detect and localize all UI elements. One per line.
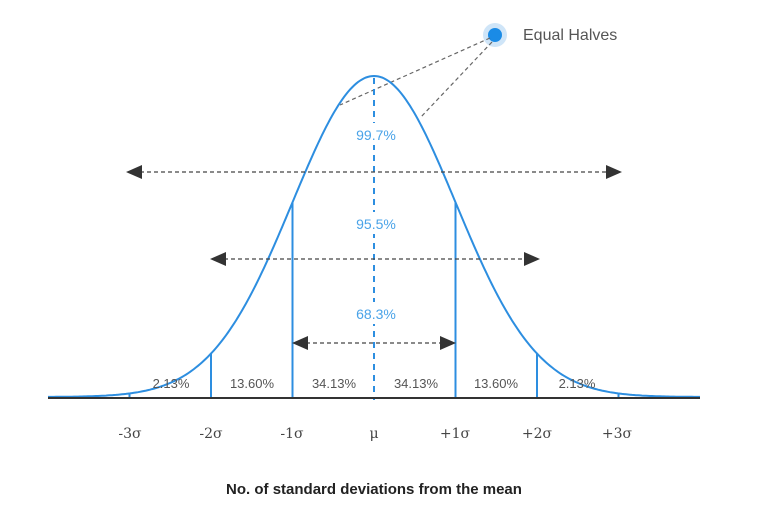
tick-label: +1σ (440, 426, 471, 442)
range-3sigma-arrow-left (126, 165, 142, 179)
range-1sigma-label-bg (346, 302, 404, 324)
segment-label: 2.13% (153, 376, 190, 391)
tick-label: -3σ (118, 426, 142, 442)
range-3sigma-label-bg (346, 123, 404, 145)
legend-pointer-right (419, 41, 493, 119)
segment-label: 34.13% (394, 376, 439, 391)
range-2sigma-label: 95.5% (356, 216, 396, 232)
range-1sigma-label: 68.3% (356, 306, 396, 322)
range-2sigma-label-bg (346, 212, 404, 234)
range-1sigma-arrow-left (292, 336, 308, 350)
range-3sigma-arrow-right (606, 165, 622, 179)
sigma-lines (128, 202, 620, 397)
segment-label: 13.60% (474, 376, 519, 391)
segment-label: 2.13% (559, 376, 596, 391)
legend-dot (488, 28, 502, 42)
tick-label: -2σ (199, 426, 223, 442)
tick-label: -1σ (280, 426, 304, 442)
x-axis-title: No. of standard deviations from the mean (226, 481, 522, 498)
tick-label: +2σ (522, 426, 553, 442)
bell-curve (48, 74, 700, 398)
tick-label: +3σ (602, 426, 633, 442)
legend-pointer-left (339, 37, 491, 106)
range-1sigma-arrow-right (440, 336, 456, 350)
tick-label: μ (369, 426, 378, 442)
range-2sigma-arrow-left (210, 252, 226, 266)
legend-label: Equal Halves (523, 27, 617, 44)
range-3sigma-label: 99.7% (356, 127, 396, 143)
segment-label: 34.13% (312, 376, 357, 391)
range-2sigma-arrow-right (524, 252, 540, 266)
segment-label: 13.60% (230, 376, 275, 391)
